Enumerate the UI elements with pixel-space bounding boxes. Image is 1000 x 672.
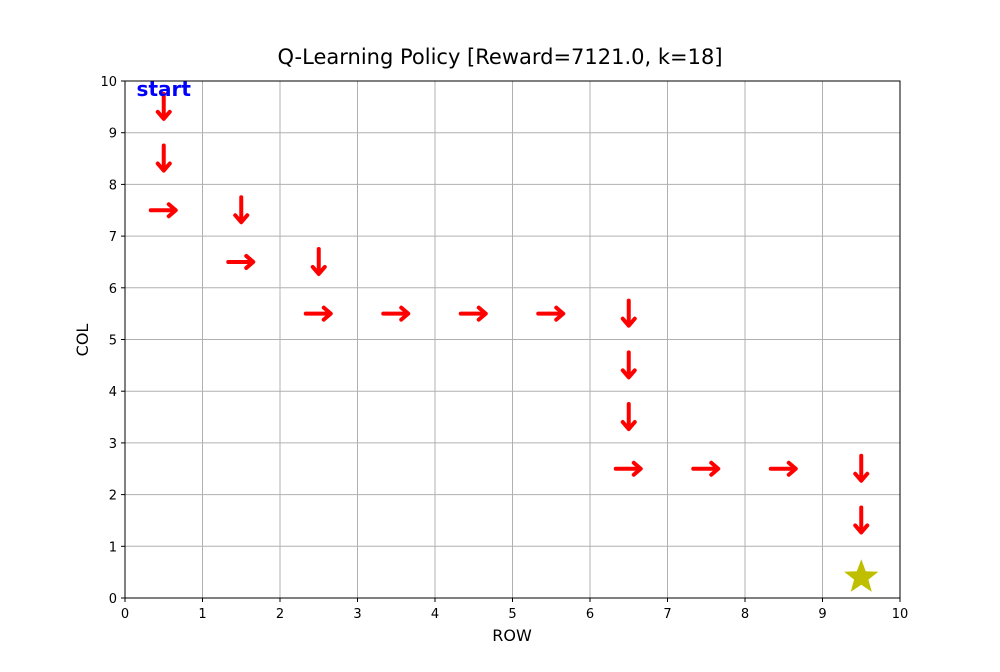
y-tick-label: 8 — [109, 178, 117, 193]
y-tick-label: 3 — [109, 437, 117, 452]
policy-arrow-down — [310, 246, 327, 276]
policy-arrow-right — [613, 460, 643, 477]
policy-arrow-right — [536, 305, 566, 322]
x-tick-label: 6 — [586, 607, 594, 622]
start-label: start — [137, 77, 192, 101]
x-tick-label: 7 — [663, 607, 671, 622]
y-axis-label: COL — [73, 324, 92, 357]
y-tick-label: 9 — [109, 127, 117, 142]
y-tick-label: 5 — [109, 334, 117, 349]
x-tick-label: 5 — [508, 607, 516, 622]
policy-arrow-right — [691, 460, 721, 477]
policy-arrow-down — [155, 91, 172, 121]
chart-title: Q-Learning Policy [Reward=7121.0, k=18] — [277, 45, 722, 69]
policy-arrow-down — [620, 350, 637, 380]
x-tick-label: 0 — [121, 607, 129, 622]
y-tick-label: 7 — [109, 230, 117, 245]
goal-star-marker — [844, 559, 879, 592]
y-tick-label: 4 — [109, 385, 117, 400]
policy-arrow-down — [853, 505, 870, 535]
policy-arrow-right — [381, 305, 411, 322]
policy-arrow-right — [768, 460, 798, 477]
y-tick-label: 2 — [109, 489, 117, 504]
policy-arrow-right — [303, 305, 333, 322]
y-axis-ticks: 0 1 2 3 4 5 6 7 8 9 10 — [100, 75, 125, 607]
policy-arrow-right — [458, 305, 488, 322]
y-tick-label: 1 — [109, 540, 117, 555]
y-tick-label: 0 — [109, 592, 117, 607]
x-tick-label: 8 — [741, 607, 749, 622]
x-axis-ticks: 0 1 2 3 4 5 6 7 8 9 10 — [121, 598, 908, 622]
x-tick-label: 1 — [198, 607, 206, 622]
policy-arrow-down — [155, 143, 172, 173]
policy-arrow-right — [148, 202, 178, 219]
policy-arrow-down — [620, 298, 637, 328]
policy-arrow-down — [233, 195, 250, 225]
x-tick-label: 9 — [818, 607, 826, 622]
y-tick-label: 6 — [109, 282, 117, 297]
x-tick-label: 4 — [431, 607, 439, 622]
x-tick-label: 10 — [892, 607, 909, 622]
grid-lines — [125, 81, 900, 598]
policy-arrow-right — [226, 253, 256, 270]
policy-arrow-down — [620, 402, 637, 432]
policy-arrow-down — [853, 453, 870, 483]
x-tick-label: 2 — [276, 607, 284, 622]
y-tick-label: 10 — [100, 75, 117, 90]
x-tick-label: 3 — [353, 607, 361, 622]
policy-arrows — [148, 91, 870, 535]
x-axis-label: ROW — [492, 626, 532, 645]
